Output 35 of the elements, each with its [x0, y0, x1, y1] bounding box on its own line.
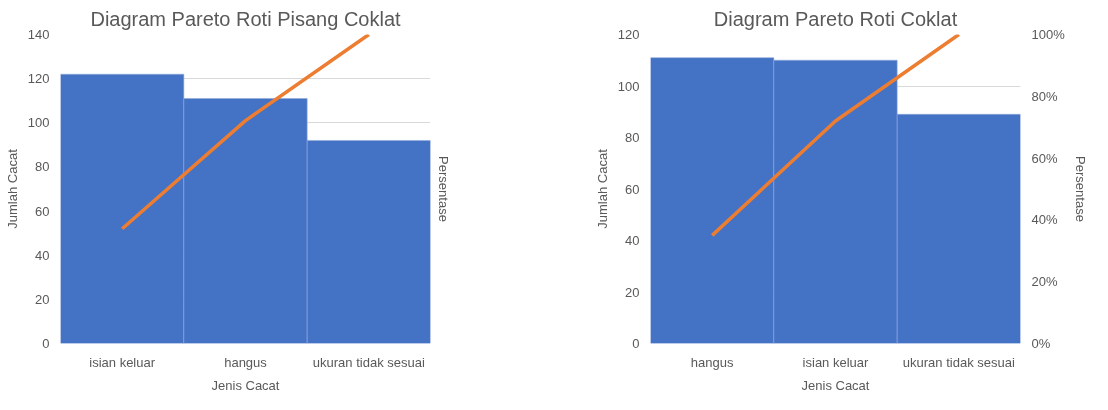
y2-tick-label: 0%: [1031, 336, 1051, 351]
y-tick-label: 60: [35, 203, 50, 219]
chart-title: Diagram Pareto Roti Pisang Coklat: [90, 7, 402, 30]
x-axis-title: Jenis Cacat: [211, 377, 280, 393]
y2-axis-title: Persentase: [435, 156, 451, 222]
y-tick-label: 100: [617, 78, 640, 94]
x-tick-label: ukuran tidak sesuai: [902, 354, 1015, 370]
x-tick-label: isian keluar: [89, 354, 156, 370]
y-tick-label: 80: [625, 130, 640, 145]
y-axis-title: Jumlah Cacat: [594, 148, 610, 229]
y-tick-label: 120: [617, 27, 640, 42]
y-tick-label: 40: [35, 247, 50, 263]
y-tick-label: 40: [625, 233, 640, 248]
y-tick-label: 20: [35, 291, 50, 307]
y-tick-label: 0: [632, 336, 640, 351]
y-tick-label: 100: [27, 115, 50, 131]
y2-tick-label: 40%: [1031, 212, 1058, 228]
y-tick-label: 0: [42, 336, 50, 351]
y-axis-title: Jumlah Cacat: [4, 148, 20, 229]
y2-tick-label: 100%: [1031, 27, 1066, 42]
y-tick-label: 140: [27, 27, 50, 42]
chart-title: Diagram Pareto Roti Coklat: [713, 7, 958, 30]
y2-tick-label: 20%: [1031, 274, 1058, 290]
x-tick-label: ukuran tidak sesuai: [312, 354, 425, 370]
y2-tick-label: 60%: [1031, 150, 1058, 166]
y-tick-label: 120: [27, 71, 50, 87]
x-tick-label: hangus: [690, 354, 734, 370]
y-tick-label: 60: [625, 181, 640, 197]
x-tick-label: hangus: [224, 354, 268, 370]
y2-tick-label: 80%: [1031, 88, 1058, 104]
y-tick-label: 80: [35, 159, 50, 175]
x-axis-title: Jenis Cacat: [801, 377, 870, 393]
y-tick-label: 20: [625, 284, 640, 300]
y2-axis-title: Persentase: [1072, 156, 1088, 222]
x-tick-label: isian keluar: [802, 354, 870, 370]
